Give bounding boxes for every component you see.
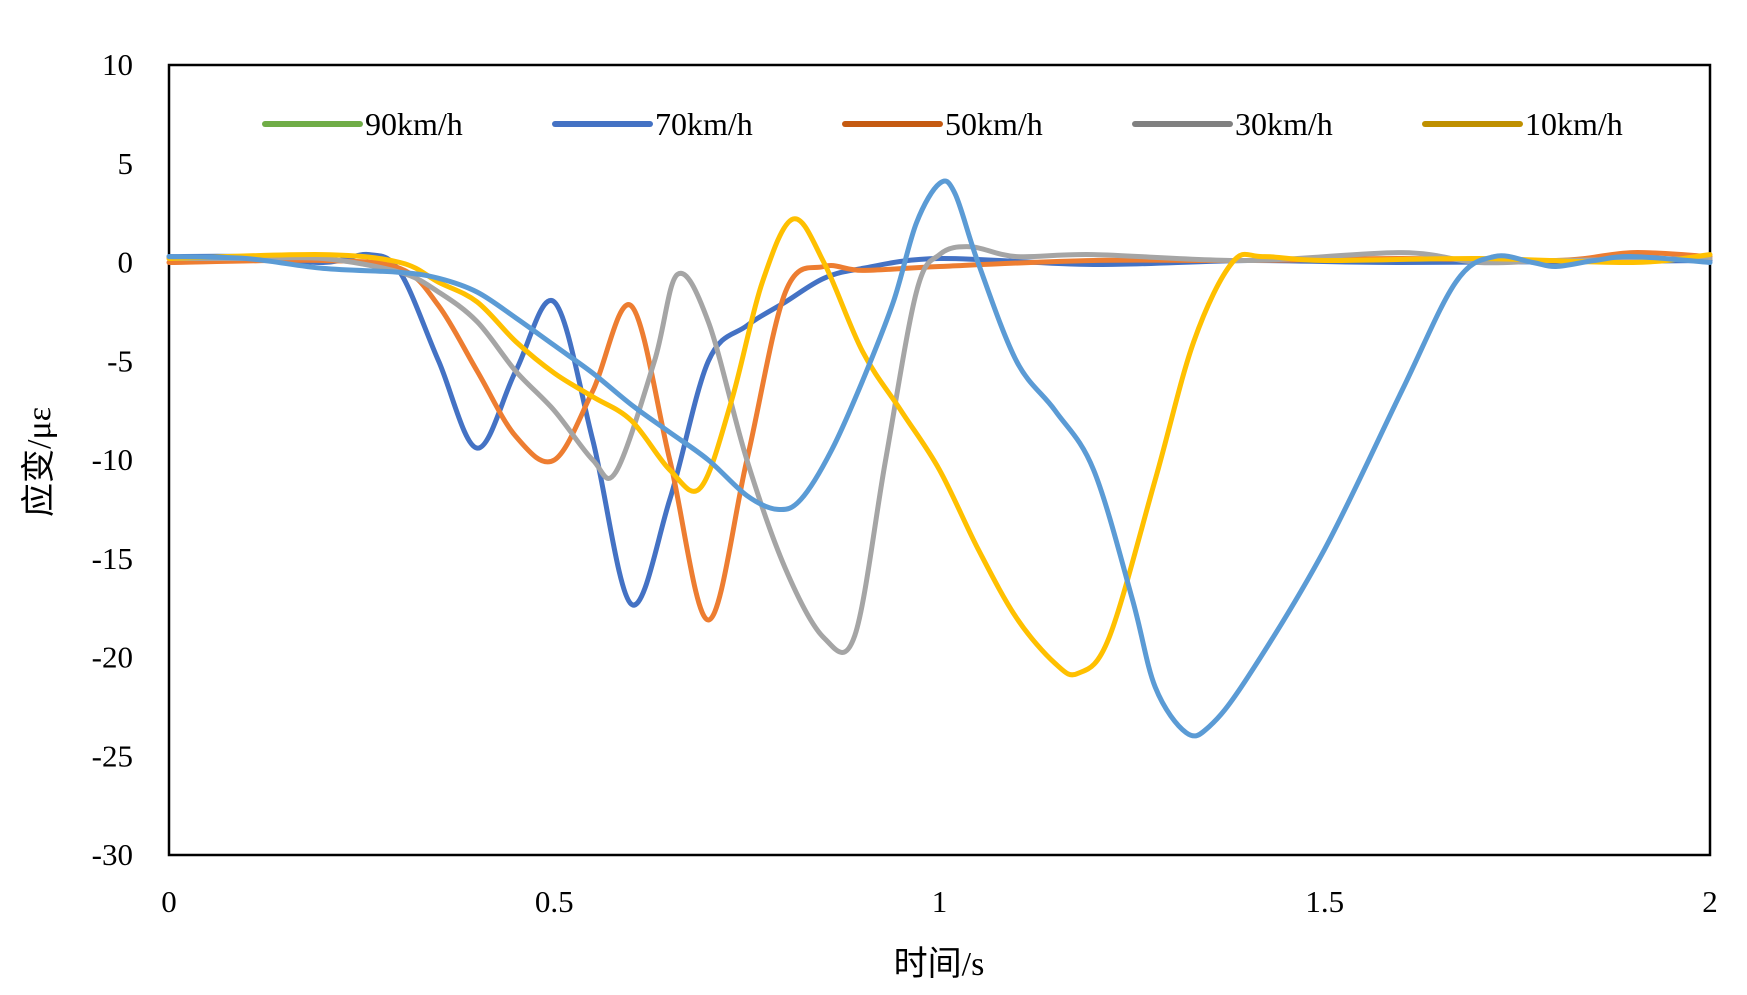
y-tick-label: -20 <box>92 640 133 675</box>
series-line-90km-h <box>166 178 1713 739</box>
x-axis-title: 时间/s <box>894 946 985 983</box>
y-tick-label: -30 <box>92 837 133 872</box>
legend-item: 30km/h <box>1132 106 1333 142</box>
legend-item: 90km/h <box>262 106 463 142</box>
legend-label: 10km/h <box>1525 106 1623 142</box>
legend-item: 70km/h <box>552 106 753 142</box>
y-axis-ticks: 10 5 0 -5 -10 -15 -20 -25 -30 <box>92 47 133 872</box>
legend-item: 10km/h <box>1422 106 1623 142</box>
series-line-30km-h <box>166 244 1713 655</box>
legend-item: 50km/h <box>842 106 1043 142</box>
y-tick-label: 0 <box>118 245 134 280</box>
y-tick-label: 10 <box>102 47 133 82</box>
x-tick-label: 1.5 <box>1305 884 1344 919</box>
y-axis-title: 应变/με <box>20 407 58 517</box>
x-axis-ticks: 0 0.5 1 1.5 2 <box>161 884 1718 919</box>
y-tick-label: -10 <box>92 442 133 477</box>
y-tick-label: 5 <box>118 146 134 181</box>
series-layer <box>166 178 1713 739</box>
legend-label: 70km/h <box>655 106 753 142</box>
x-tick-label: 0 <box>161 884 177 919</box>
x-tick-label: 1 <box>932 884 948 919</box>
legend-label: 50km/h <box>945 106 1043 142</box>
y-tick-label: -25 <box>92 738 133 773</box>
plot-area-border <box>167 63 1712 857</box>
series-line-70km-h <box>166 251 1713 608</box>
legend-label: 90km/h <box>365 106 463 142</box>
series-line-10km-h <box>166 216 1713 678</box>
legend: 90km/h 70km/h 50km/h 30km/h 10km/h <box>262 106 1623 142</box>
x-tick-label: 0.5 <box>535 884 574 919</box>
x-tick-label: 2 <box>1702 884 1718 919</box>
y-tick-label: -5 <box>107 343 133 378</box>
y-tick-label: -15 <box>92 541 133 576</box>
legend-label: 30km/h <box>1235 106 1333 142</box>
